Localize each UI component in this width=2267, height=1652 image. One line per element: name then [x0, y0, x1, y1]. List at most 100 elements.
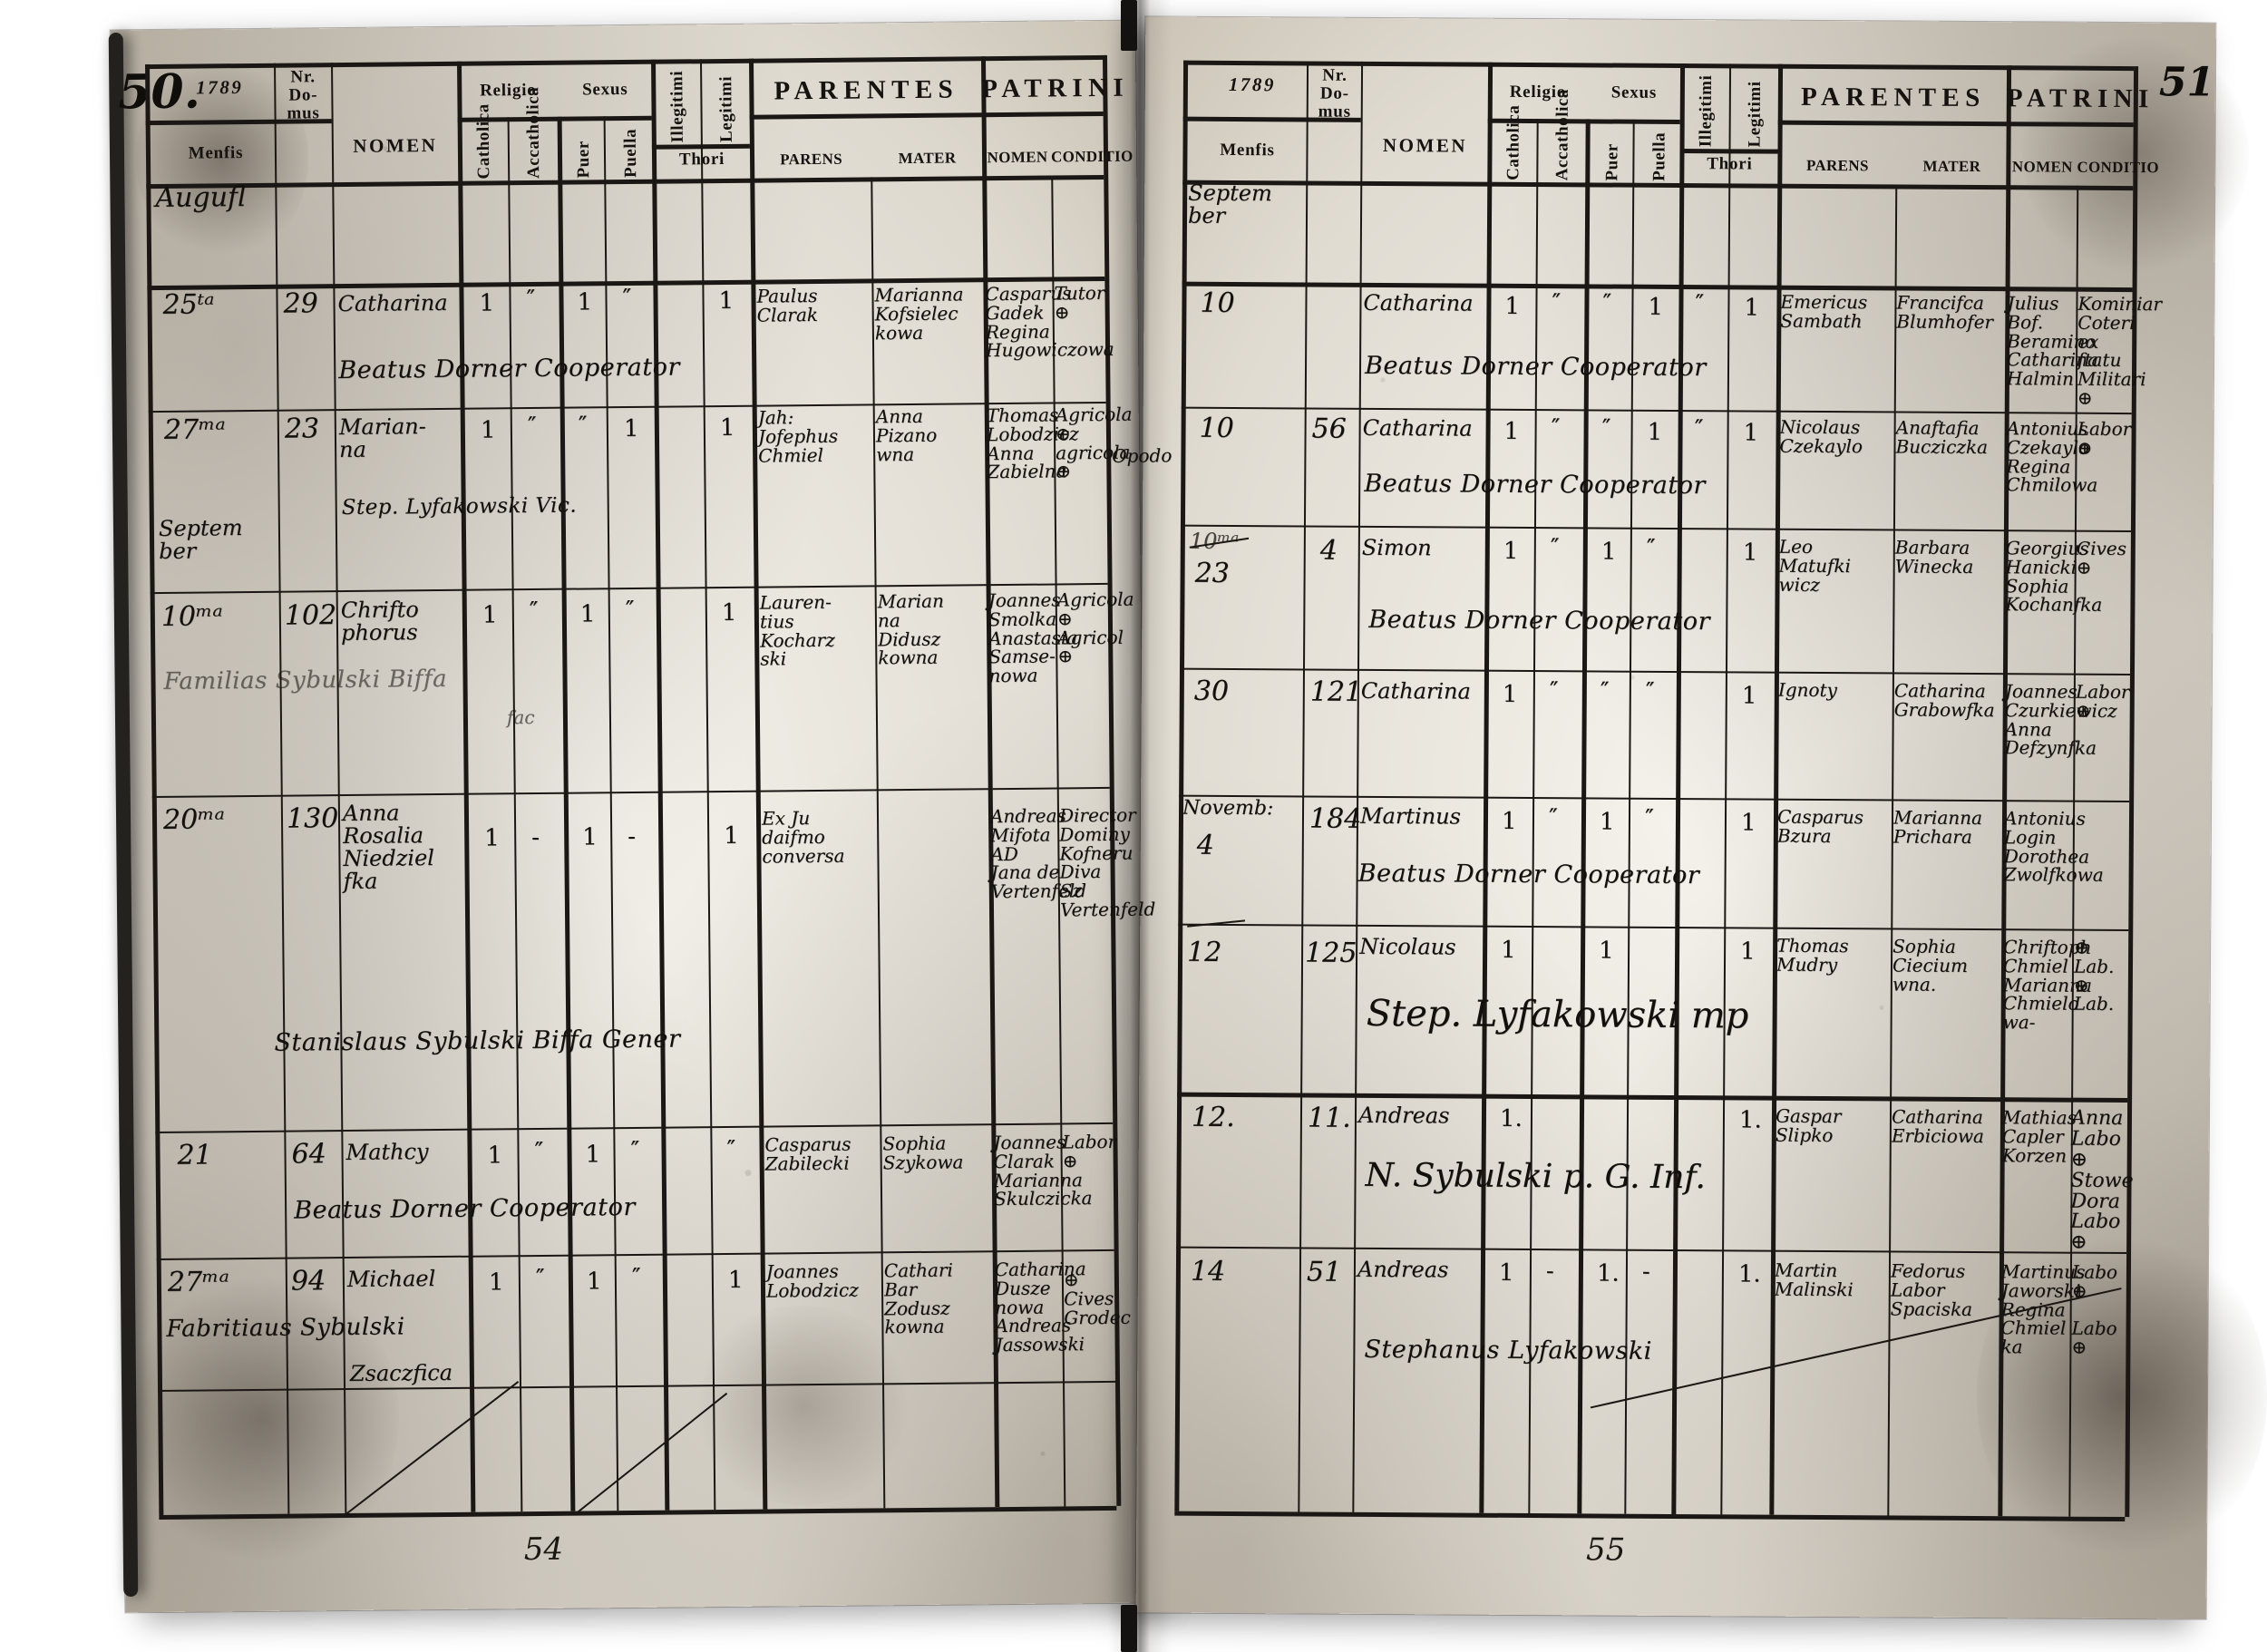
- entry-puer: ″: [578, 412, 588, 440]
- entry-signature-note: Stanislaus Sybulski Biffa Gener: [274, 1025, 681, 1057]
- entry-accatholica: -: [531, 823, 540, 852]
- hdr-rule-thori: [651, 143, 750, 150]
- entry-mater: Sophia Ciecium wna.: [1892, 935, 1969, 996]
- entry-signature-note: N. Sybulski p. G. Inf.: [1365, 1156, 1706, 1197]
- entry-patrini-nomen: Andreas Mifota AD Jana de Vertenfeld: [989, 804, 1087, 903]
- entry-parens: Casparus Zabilecki: [764, 1132, 851, 1175]
- entry-mater: Anaftafia Bucziczka: [1895, 416, 1989, 458]
- entry-catholica: 1: [480, 416, 496, 444]
- entry-conditio: Labor ⊕: [2075, 680, 2130, 722]
- col-rule-religio-sexus: [557, 116, 576, 1511]
- col-rule-domus-nomen: [1352, 61, 1364, 1512]
- entry-mater: Marianna Kofsielec kowa: [874, 283, 964, 344]
- entry-parens: Ignoty: [1777, 678, 1837, 702]
- entry-mater: Cathari Bar Zodusz kowna: [883, 1258, 953, 1338]
- entry-domus: 51: [1306, 1256, 1342, 1288]
- entry-catholica: 1: [1501, 807, 1517, 835]
- entry-patrini-nomen: Joannes Czurkiewicz Anna Defzynfka: [2004, 680, 2117, 760]
- entry-puella: -: [1641, 1258, 1650, 1286]
- entry-puer: 1: [585, 1141, 601, 1169]
- header-sexus: Sexus: [582, 79, 628, 100]
- entry-mater: Marianna Prichara: [1892, 806, 1983, 848]
- entry-day: 12.: [1191, 1101, 1235, 1134]
- col-rule-thori-parentes: [748, 58, 768, 1510]
- header-patrini-nomen: NOMEN: [987, 148, 1048, 167]
- entry-conditio: Tutor ⊕: [1054, 281, 1105, 324]
- entry-parens: Nicolaus Czekaylo: [1779, 415, 1863, 458]
- header-mensis: Menfis: [1220, 140, 1275, 160]
- entry-conditio: Director Dominy Kofneru Diva Sz Vertenfe…: [1058, 803, 1156, 921]
- header-conditio: CONDITIO: [1050, 147, 1134, 166]
- entry-puella: 1: [1647, 418, 1663, 446]
- col-rule-nomen-religio: [456, 61, 476, 1512]
- entry-accatholica: ″: [526, 285, 536, 314]
- hdr-rule-thori: [1679, 149, 1778, 154]
- header-accatholica: Accatholica: [1552, 88, 1572, 181]
- entry-puella: ″: [1644, 804, 1654, 832]
- entry-legitimi: 1: [1741, 682, 1757, 710]
- entry-legitimi: 1: [719, 413, 735, 442]
- entry-catholica: 1: [484, 824, 500, 852]
- entry-puer: 1: [1601, 538, 1617, 566]
- header-parens: PARENS: [1805, 156, 1869, 175]
- header-puer: Puer: [1602, 143, 1622, 181]
- entry-legitimi: 1: [718, 287, 735, 316]
- spine-clip-top: [1121, 0, 1137, 51]
- entry-puella: ″: [1645, 677, 1655, 705]
- entry-day: 4: [1196, 829, 1215, 861]
- row-rule-1: [1182, 281, 2133, 293]
- entry-conditio: Agricola ⊕ Agricol ⊕: [1056, 588, 1134, 667]
- header-year: 1789: [196, 76, 244, 99]
- entry-puella: -: [628, 822, 637, 851]
- table-left-border: [145, 64, 164, 1516]
- entry-nomen: Martinus: [1359, 802, 1461, 830]
- header-parens: PARENS: [780, 150, 843, 169]
- entry-catholica: 1: [1503, 417, 1520, 445]
- hdr-rule-bottom: [1182, 180, 2134, 191]
- entry-domus: 4: [1319, 534, 1338, 567]
- row-rule-5: [1179, 794, 2130, 803]
- entry-parens: Gaspar Slipko: [1775, 1104, 1842, 1146]
- entry-patrini-nomen: Thomas Lobodzicz Anna Zabielna: [986, 403, 1079, 483]
- month-label: Septem ber: [158, 515, 243, 564]
- month-label: Augufl: [155, 181, 247, 214]
- row-rule-bottom: [1174, 1511, 2126, 1522]
- entry-day: 20ᵐᵃ: [162, 803, 226, 836]
- col-rule-religio-sexus: [1577, 119, 1591, 1514]
- entry-domus: 56: [1311, 413, 1347, 445]
- entry-patrini-nomen: Mathias Capler Korzen: [2001, 1106, 2077, 1167]
- header-accatholica: Accatholica: [523, 86, 544, 180]
- header-patrini-nomen: NOMEN: [2011, 158, 2073, 176]
- hdr-rule-parentes: [1777, 120, 2007, 127]
- entry-mater: Anna Pizano wna: [875, 404, 938, 465]
- entry-puella: ″: [631, 1263, 641, 1292]
- row-rule-4: [1179, 667, 2130, 676]
- entry-domus: 23: [284, 413, 320, 445]
- entry-puella: 1: [623, 414, 639, 443]
- entry-day: 10: [1199, 412, 1234, 445]
- entry-patrini-nomen: Julius Bof. Beramino Catharina Halmin: [2006, 292, 2099, 390]
- entry-domus: 125: [1304, 937, 1357, 969]
- header-nomen: NOMEN: [353, 134, 438, 157]
- entry-catholica: 1: [1504, 292, 1521, 320]
- entry-parens: Jah: Jofephus Chmiel: [757, 406, 839, 467]
- entry-illegitimi: ″: [1695, 290, 1705, 318]
- header-mater: MATER: [1922, 157, 1981, 176]
- entry-accatholica: ″: [1551, 414, 1561, 442]
- entry-nomen: Andreas: [1357, 1256, 1449, 1283]
- left-page-table: 50. 1789: [111, 21, 1172, 1613]
- entry-day: 23: [1194, 557, 1230, 589]
- header-nr-domus: Nr. Do- mus: [287, 67, 320, 123]
- entry-nomen: Marian- na: [338, 413, 426, 463]
- entry-accatholica: ″: [527, 412, 537, 441]
- entry-signature-note: Fabritiaus Sybulski: [166, 1313, 405, 1343]
- entry-catholica: 1: [479, 289, 495, 317]
- row-rule-6: [156, 1249, 1114, 1261]
- table-left-border: [1174, 60, 1189, 1511]
- col-rule-domus-nomen: [331, 63, 347, 1514]
- entry-parens: Paulus Clarak: [756, 284, 819, 326]
- entry-signature-note: Beatus Dorner Cooperator: [1364, 469, 1707, 500]
- entry-domus: 11.: [1307, 1102, 1351, 1134]
- header-year: 1789: [1228, 73, 1277, 96]
